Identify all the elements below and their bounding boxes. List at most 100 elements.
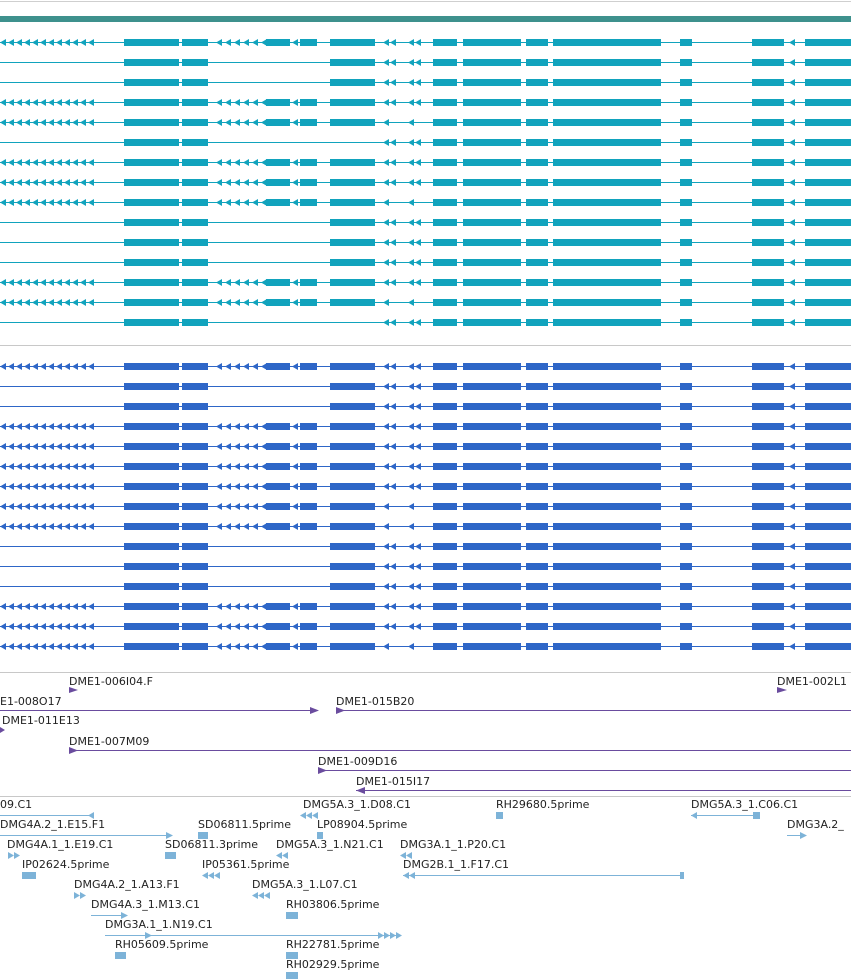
feature-label[interactable]: IP05361.5prime [202,858,290,871]
strand-arrow [48,199,54,206]
feature-label[interactable]: 09.C1 [0,798,32,811]
transcript-row[interactable] [0,403,851,410]
strand-arrow [88,199,94,206]
feature-label[interactable]: LP08904.5prime [317,818,408,831]
feature-label[interactable]: DMG3A.1_1.N19.C1 [105,918,213,931]
exon [553,259,661,266]
exon [752,199,784,206]
strand-arrow [40,643,46,650]
transcript-row[interactable] [0,259,851,266]
bac-clone[interactable]: DME1-007M09 [69,735,851,754]
exon [680,403,692,410]
feature-label[interactable]: DMG5A.3_1.D08.C1 [303,798,411,811]
feature-label[interactable]: RH02929.5prime [286,958,380,971]
bac-clone[interactable]: E1-008O17 [0,695,319,714]
strand-arrow [283,299,289,306]
transcript-row[interactable] [0,423,851,430]
transcript-row[interactable] [0,219,851,226]
strand-arrow [72,159,78,166]
transcript-row[interactable] [0,643,851,650]
strand-arrow [789,319,795,326]
feature-label[interactable]: DMG5A.3_1.C06.C1 [691,798,798,811]
transcript-row[interactable] [0,79,851,86]
transcript-row[interactable] [0,503,851,510]
strand-arrow [292,523,298,530]
transcript-row[interactable] [0,179,851,186]
transcript-row[interactable] [0,39,851,46]
bac-clone[interactable]: DME1-002L1 [777,675,847,693]
feature-label[interactable]: RH03806.5prime [286,898,380,911]
strand-arrow [24,199,30,206]
feature-label[interactable]: DMG4A.2_1.A13.F1 [74,878,180,891]
feature-label[interactable]: RH05609.5prime [115,938,209,951]
strand-arrow [252,503,258,510]
transcript-row[interactable] [0,483,851,490]
transcript-row[interactable] [0,463,851,470]
transcript-row[interactable] [0,99,851,106]
strand-arrow [56,179,62,186]
bac-clone[interactable]: DME1-009D16 [318,755,851,774]
transcript-row[interactable] [0,279,851,286]
exon [526,119,548,126]
transcript-row[interactable] [0,523,851,530]
feature-label[interactable]: DMG3A.2_ [787,818,844,831]
strand-arrow [56,363,62,370]
strand-arrow [415,563,421,570]
transcript-row[interactable] [0,59,851,66]
feature-label[interactable]: DMG4A.3_1.M13.C1 [91,898,200,911]
strand-arrow [48,39,54,46]
transcript-row[interactable] [0,319,851,326]
exon [680,39,692,46]
feature-label[interactable]: RH22781.5prime [286,938,380,951]
transcript-row[interactable] [0,603,851,610]
transcript-row[interactable] [0,443,851,450]
bac-clone[interactable]: DME1-015B20 [336,695,851,714]
strand-arrow [789,179,795,186]
strand-arrow [32,623,38,630]
transcript-row[interactable] [0,239,851,246]
feature-label[interactable]: DMG4A.2_1.E15.F1 [0,818,105,831]
feature-label[interactable]: DMG5A.3_1.N21.C1 [276,838,384,851]
feature-label[interactable]: IP02624.5prime [22,858,110,871]
transcript-row[interactable] [0,383,851,390]
exon [752,279,784,286]
strand-arrow [32,179,38,186]
transcript-row[interactable] [0,139,851,146]
strand-arrow [56,503,62,510]
feature-label: DME1-009D16 [318,755,397,768]
feature-label[interactable]: DMG5A.3_1.L07.C1 [252,878,358,891]
exon [805,623,851,630]
transcript-row[interactable] [0,583,851,590]
bac-clone[interactable]: DME1-006I04.F [69,675,153,693]
bac-clone[interactable]: DME1-011E13 [0,714,80,733]
feature-label[interactable]: DMG4A.1_1.E19.C1 [7,838,113,851]
feature-label[interactable]: SD06811.3prime [165,838,258,851]
feature-label[interactable]: DMG2B.1_1.F17.C1 [403,858,509,871]
transcript-row[interactable] [0,623,851,630]
exon [124,443,179,450]
feature-label[interactable]: RH29680.5prime [496,798,590,811]
strand-arrow [274,443,280,450]
feature-label[interactable]: DMG3A.1_1.P20.C1 [400,838,506,851]
bac-clone[interactable]: DME1-015I17 [356,775,851,794]
strand-arrow [64,363,70,370]
transcript-row[interactable] [0,119,851,126]
transcript-row[interactable] [0,563,851,570]
transcript-row[interactable] [0,299,851,306]
exon [805,583,851,590]
transcript-row[interactable] [0,363,851,370]
transcript-row[interactable] [0,159,851,166]
transcript-row[interactable] [0,199,851,206]
exon [526,219,548,226]
feature-label[interactable]: SD06811.5prime [198,818,291,831]
strand-arrow [64,99,70,106]
exon [330,443,375,450]
strand-arrow [72,443,78,450]
strand-arrow [80,119,86,126]
strand-arrow [252,279,258,286]
transcript-row[interactable] [0,543,851,550]
strand-arrow [16,119,22,126]
strand-arrow [292,443,298,450]
strand-arrow [261,279,267,286]
